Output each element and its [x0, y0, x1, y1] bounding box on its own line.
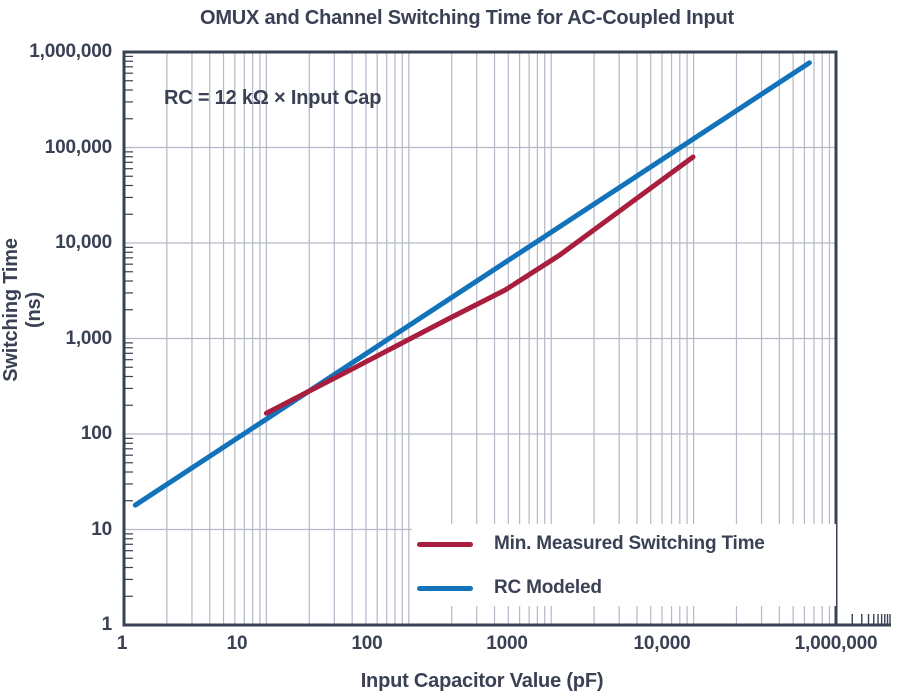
y-tick-label: 100 — [80, 423, 112, 444]
y-tick-label: 1,000,000 — [29, 41, 112, 62]
x-tick-label: 10 — [226, 633, 248, 654]
y-tick-label: 1 — [101, 614, 113, 635]
x-tick-label: 1 — [116, 633, 128, 654]
legend: Min. Measured Switching Time RC Modeled — [412, 524, 836, 606]
y-tick-label: 1,000 — [65, 327, 112, 349]
x-tick-label: 1,000,000 — [794, 633, 878, 654]
legend-line-swatch — [417, 541, 473, 547]
series-line-min-measured — [263, 154, 696, 416]
y-tick-label: 10,000 — [55, 232, 112, 253]
plot-border — [122, 50, 838, 627]
legend-line-swatch — [417, 585, 473, 591]
legend-label: Min. Measured Switching Time — [494, 533, 765, 554]
x-axis-title: Input Capacitor Value (pF) — [360, 670, 604, 692]
legend-item: RC Modeled — [417, 576, 602, 600]
series-line-rc-modeled — [132, 60, 812, 508]
x-tick-label: 10,000 — [633, 633, 691, 654]
rc-annotation: RC = 12 kΩ × Input Cap — [164, 87, 382, 109]
legend-item: Min. Measured Switching Time — [417, 532, 765, 556]
chart-title: OMUX and Channel Switching Time for AC-C… — [199, 7, 735, 29]
x-tick-label: 100 — [351, 633, 383, 654]
legend-label: RC Modeled — [494, 577, 602, 598]
x-tick-label: 1000 — [486, 633, 528, 654]
y-tick-label: 10 — [91, 518, 112, 540]
y-tick-label: 100,000 — [44, 136, 112, 158]
